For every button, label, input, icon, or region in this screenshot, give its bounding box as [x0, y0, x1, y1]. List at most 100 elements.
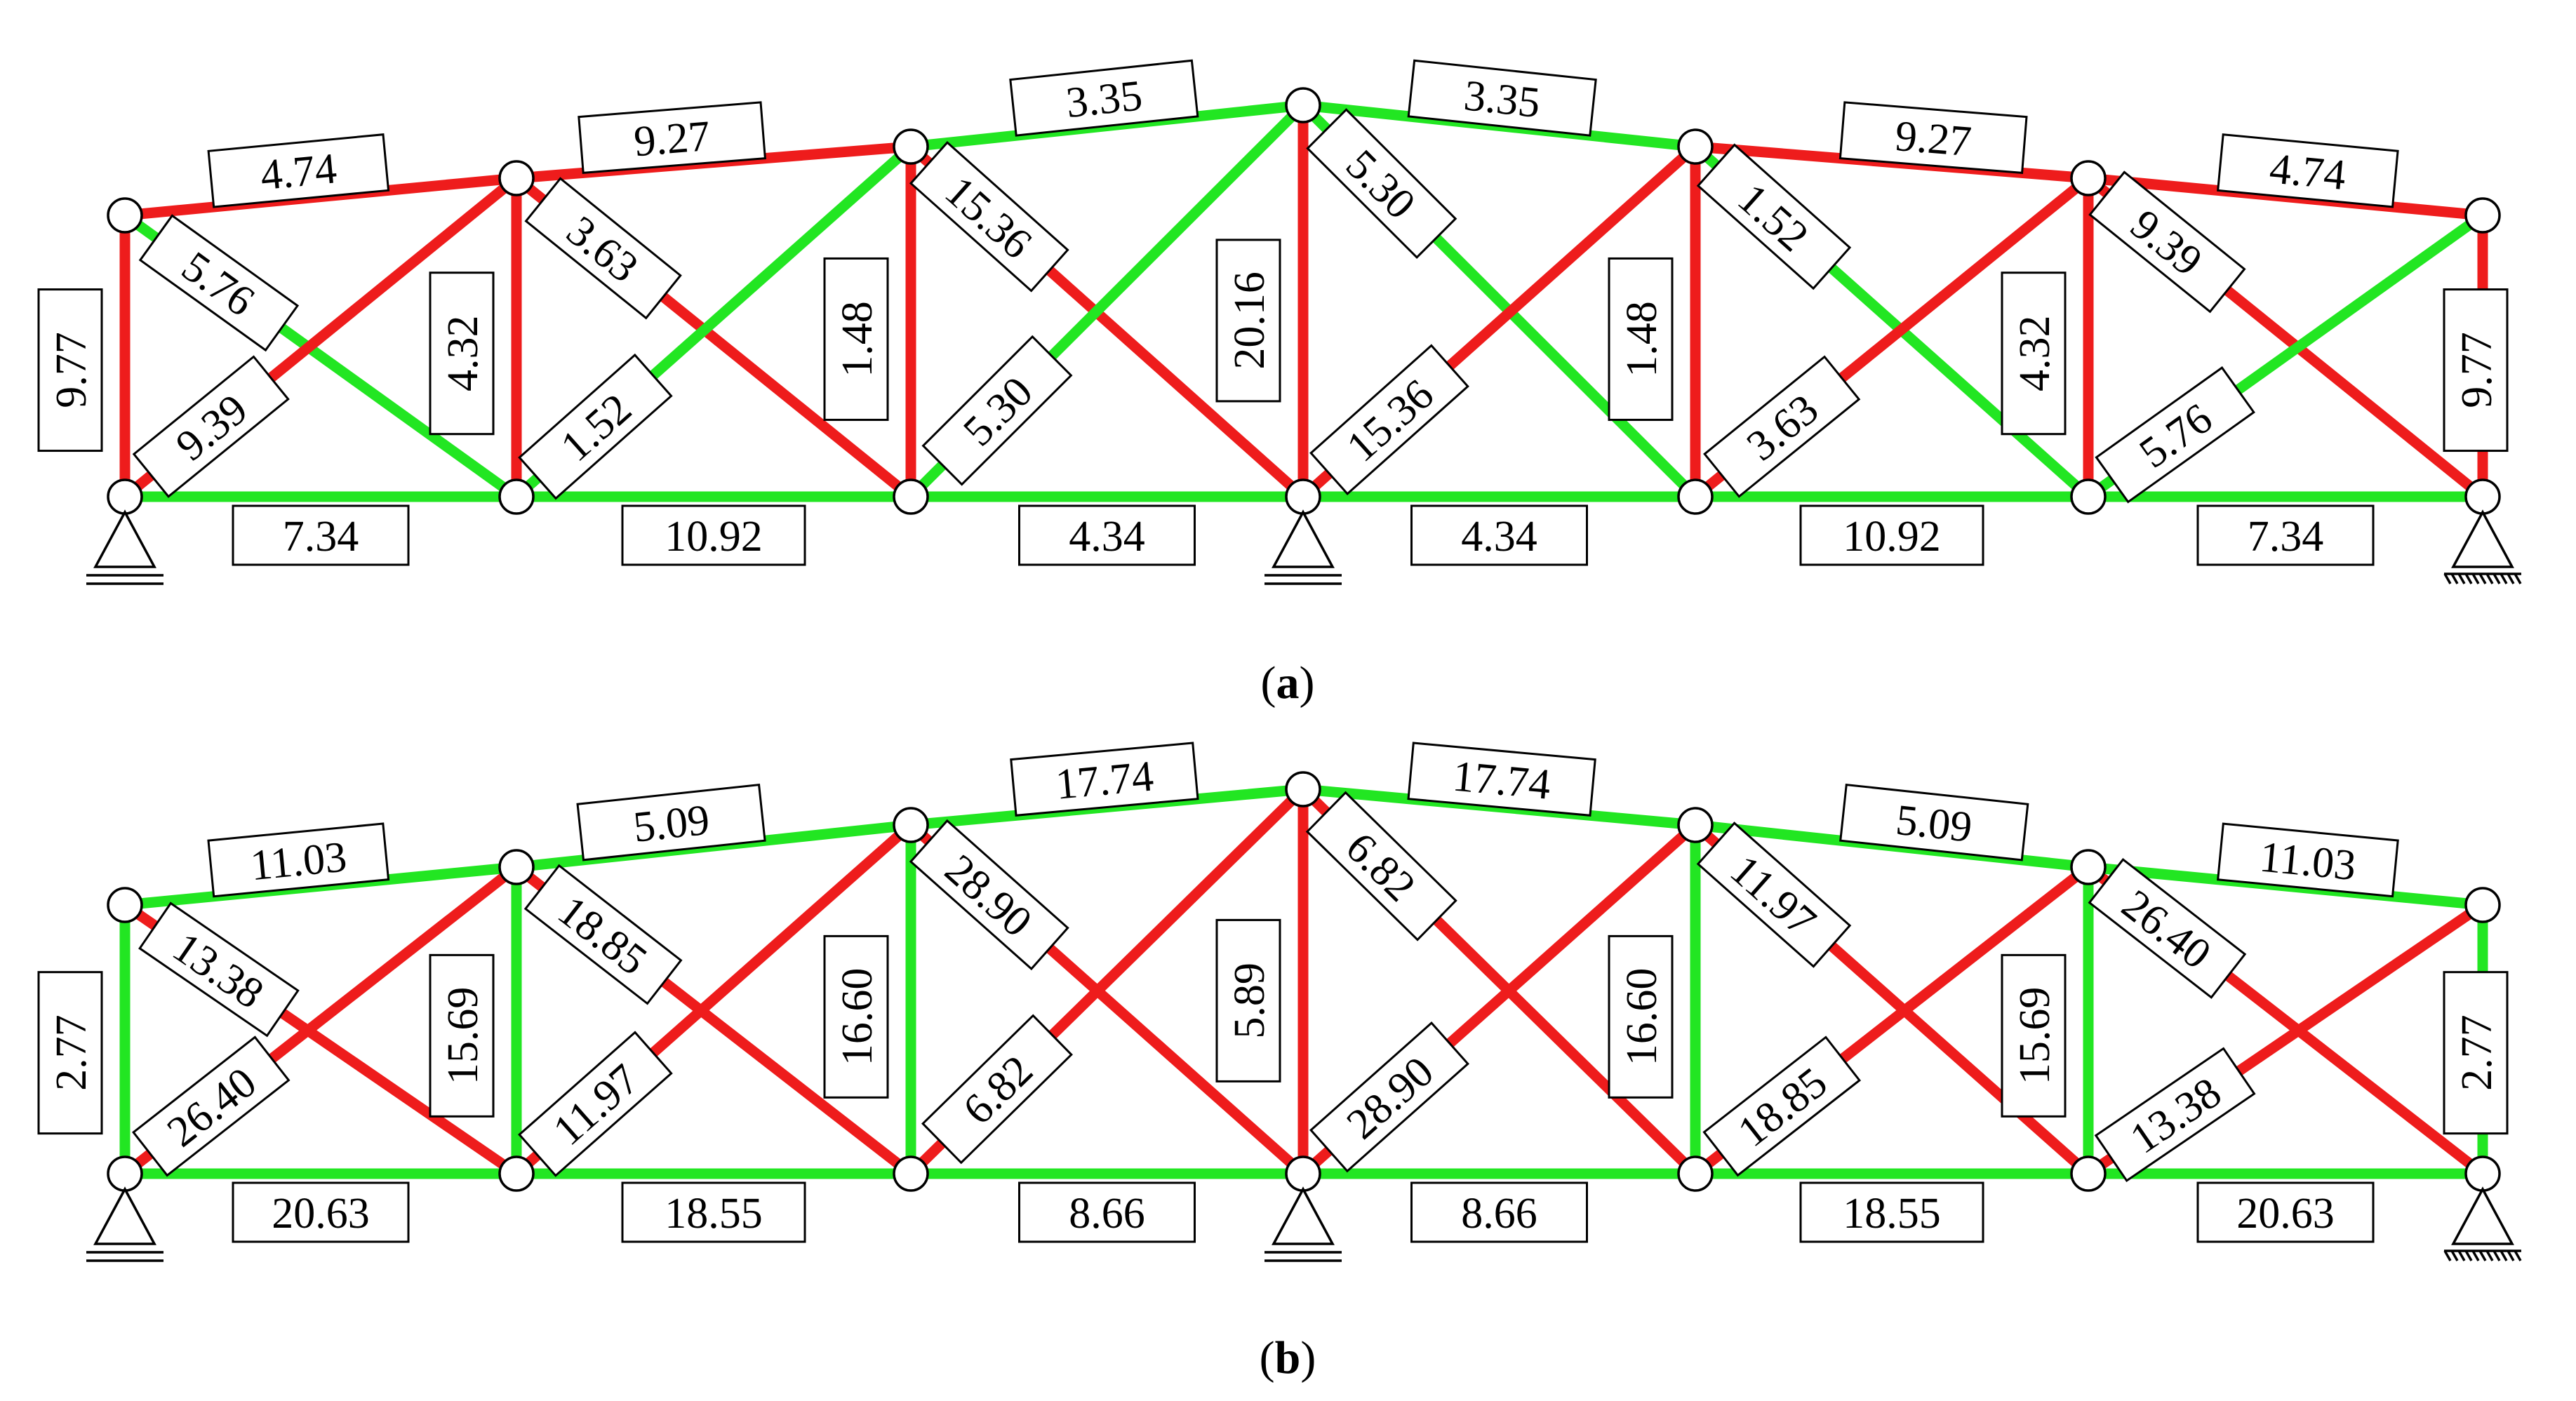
force-label-d2b: 11.97	[518, 1031, 673, 1177]
force-value: 7.34	[2248, 513, 2324, 561]
force-label-bot5: 18.55	[1799, 1181, 1984, 1243]
force-label-top5: 9.27	[1838, 101, 2028, 175]
joint-node	[1677, 807, 1714, 843]
force-label-d3a: 15.36	[909, 141, 1069, 293]
force-value: 17.74	[1450, 752, 1552, 808]
joints	[107, 771, 2501, 1192]
joint-node	[2070, 478, 2107, 515]
joint-node	[107, 887, 143, 923]
force-label-v6: 2.77	[2443, 971, 2509, 1135]
force-value: 11.03	[248, 833, 349, 890]
force-label-v3: 20.16	[1215, 239, 1281, 403]
joint-node	[1677, 1155, 1714, 1192]
force-label-bot6: 20.63	[2196, 1181, 2375, 1243]
joint-node	[2464, 478, 2501, 515]
force-label-bot5: 10.92	[1799, 504, 1984, 566]
force-label-top2: 9.27	[578, 101, 767, 174]
force-label-d3b: 6.82	[921, 1014, 1073, 1165]
joint-node	[893, 128, 929, 165]
force-label-top6: 4.74	[2217, 133, 2399, 208]
force-label-bot2: 10.92	[621, 504, 806, 566]
pin-support-icon	[2443, 1186, 2522, 1261]
force-value: 9.77	[2453, 332, 2501, 408]
pin-support-icon	[1264, 1186, 1342, 1262]
force-label-d2a: 18.85	[523, 864, 683, 1005]
force-value: 9.27	[1893, 112, 1973, 166]
force-value: 15.69	[439, 987, 487, 1085]
force-label-top3: 3.35	[1009, 59, 1199, 137]
force-label-v2: 16.60	[823, 934, 889, 1099]
force-value: 1.48	[834, 301, 881, 377]
force-value: 1.48	[1618, 301, 1666, 377]
force-label-top1: 4.74	[207, 133, 390, 208]
force-value: 8.66	[1069, 1190, 1145, 1238]
joint-node	[1285, 771, 1321, 807]
joint-node	[2464, 887, 2501, 923]
force-label-d2b: 1.52	[518, 353, 673, 500]
force-label-d5a: 11.97	[1696, 822, 1852, 968]
force-label-v6: 9.77	[2443, 288, 2509, 453]
force-value: 18.55	[1843, 1190, 1941, 1238]
force-value: 7.34	[283, 513, 359, 561]
force-label-v4: 1.48	[1608, 257, 1674, 421]
force-value: 5.09	[1893, 796, 1974, 852]
force-label-d4a: 5.30	[1306, 108, 1457, 260]
force-label-d3a: 28.90	[909, 819, 1069, 971]
force-label-top4: 17.74	[1407, 742, 1596, 817]
force-value: 3.35	[1462, 72, 1542, 127]
joint-node	[1285, 1155, 1321, 1192]
force-value: 16.60	[834, 968, 881, 1066]
force-label-bot6: 7.34	[2196, 504, 2375, 566]
force-value: 10.92	[665, 513, 763, 561]
force-label-d4b: 28.90	[1309, 1021, 1469, 1173]
joint-node	[893, 1155, 929, 1192]
force-label-top6: 11.03	[2217, 822, 2399, 898]
force-label-v3: 5.89	[1215, 918, 1281, 1082]
force-label-d6b: 13.38	[2094, 1047, 2256, 1182]
force-value: 5.09	[631, 796, 712, 852]
truss-panel-a: 7.34 10.92 4.34 4.34 10.92 7.34 4.74 9.27 3.35 3.…	[37, 59, 2522, 585]
force-label-d5b: 3.63	[1703, 355, 1861, 498]
force-value: 20.63	[2236, 1190, 2335, 1238]
joint-node	[498, 1155, 535, 1192]
pin-support-icon	[2443, 509, 2522, 584]
pin-support-icon	[86, 509, 163, 585]
force-label-v4: 16.60	[1608, 934, 1674, 1099]
force-value: 2.77	[48, 1014, 95, 1091]
joint-node	[498, 478, 535, 515]
force-label-bot4: 8.66	[1410, 1181, 1588, 1243]
force-label-d1b: 9.39	[132, 355, 290, 498]
joint-node	[1677, 128, 1714, 165]
force-value: 16.60	[1618, 968, 1666, 1066]
force-label-v1: 4.32	[429, 272, 495, 436]
joint-node	[893, 478, 929, 515]
force-value: 15.69	[2011, 987, 2059, 1085]
force-label-d5b: 18.85	[1702, 1035, 1862, 1177]
joint-node	[1285, 87, 1321, 123]
joint-node	[498, 849, 535, 885]
force-label-bot1: 20.63	[232, 1181, 410, 1243]
joint-node	[2464, 1155, 2501, 1192]
force-value: 3.35	[1064, 72, 1144, 127]
force-label-d4b: 15.36	[1309, 344, 1469, 496]
force-label-top2: 5.09	[576, 784, 766, 862]
force-value: 4.74	[2267, 145, 2347, 199]
joint-node	[2070, 160, 2107, 196]
force-value: 4.34	[1461, 513, 1537, 561]
force-value: 11.03	[2257, 833, 2358, 890]
force-label-d3b: 5.30	[921, 335, 1073, 486]
pin-support-icon	[1264, 509, 1342, 585]
force-label-v1: 15.69	[429, 953, 495, 1118]
truss-panel-b: 20.63 18.55 8.66 8.66 18.55 20.63 11.03 5.09 17.…	[37, 742, 2522, 1262]
caption-b: (b)	[1260, 1332, 1316, 1383]
force-label-d6b: 5.76	[2095, 366, 2255, 504]
force-value: 4.34	[1069, 513, 1145, 561]
force-label-d5a: 1.52	[1696, 143, 1852, 290]
force-label-d1a: 13.38	[138, 901, 300, 1038]
force-value: 8.66	[1461, 1190, 1537, 1238]
force-label-d1a: 5.76	[138, 214, 300, 352]
force-value: 4.32	[2011, 315, 2059, 391]
force-label-d6a: 26.40	[2088, 857, 2247, 999]
pin-support-icon	[86, 1186, 163, 1262]
